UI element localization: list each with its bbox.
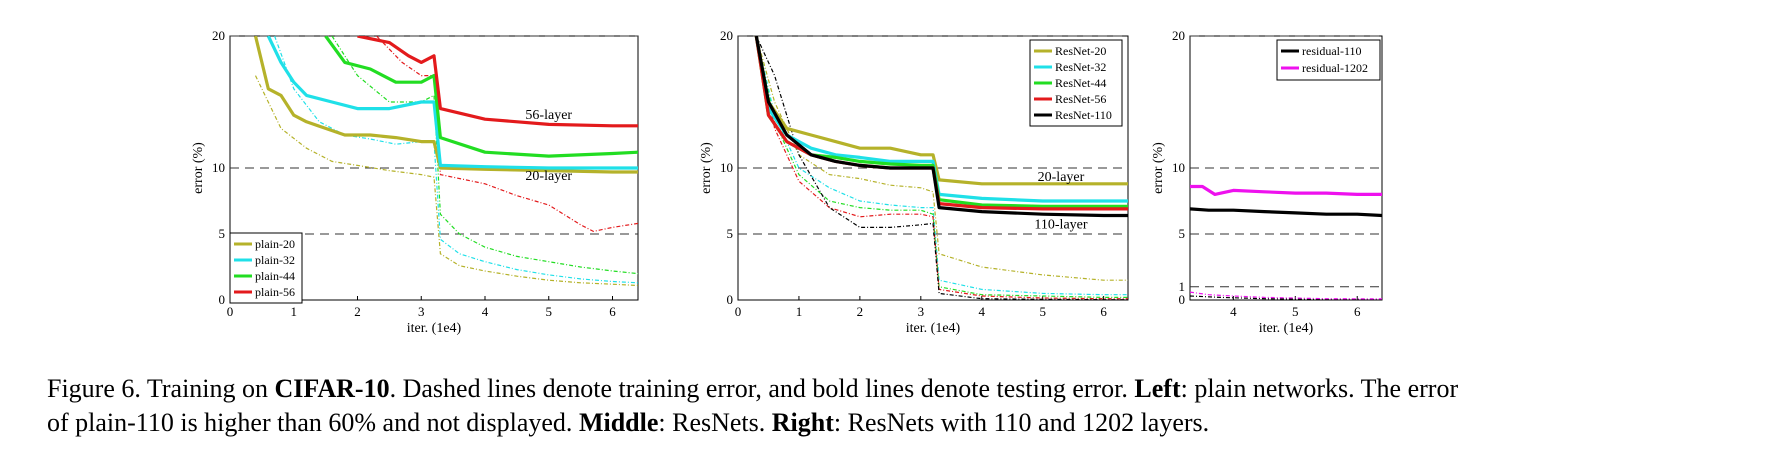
x-axis-label: iter. (1e4): [906, 321, 961, 336]
train-line-residual-1202: [1190, 291, 1382, 300]
test-line-residual-110: [1190, 207, 1382, 218]
y-tick-label: 0: [219, 292, 226, 307]
legend-label: ResNet-44: [1055, 76, 1106, 90]
chart-middle-resnet: 0 5 10 20 0 1 2 3 4 5 6 iter. (1e4) error (%) 20-laye…: [699, 28, 1129, 336]
x-tick-label: 5: [1292, 304, 1299, 319]
train-line-residual-110: [1190, 295, 1382, 300]
y-tick-label: 5: [727, 226, 734, 241]
y-tick-label: 0: [727, 292, 734, 307]
y-axis-label: error (%): [1151, 142, 1166, 194]
train-line-plain-44: [331, 36, 638, 275]
x-tick-label: 0: [227, 304, 234, 319]
caption-text: of plain-110 is higher than 60% and not …: [47, 408, 579, 437]
test-line-ResNet-110: [754, 36, 1128, 218]
y-tick-label: 5: [1179, 226, 1186, 241]
annotation-label: 110-layer: [1034, 218, 1087, 233]
train-line-plain-56: [376, 36, 638, 233]
train-line-ResNet-32: [755, 36, 1128, 296]
x-tick-label: 0: [735, 304, 742, 319]
caption-bold: Middle: [578, 408, 659, 437]
train-line-ResNet-56: [755, 36, 1128, 300]
x-tick-label: 1: [796, 304, 803, 319]
train-line-ResNet-44: [755, 36, 1128, 298]
legend-label: ResNet-56: [1055, 92, 1106, 106]
annotation-label: 20-layer: [525, 169, 572, 184]
x-tick-label: 2: [857, 304, 864, 319]
legend-label: plain-32: [255, 253, 295, 267]
chart-left-plain: 0 5 10 20 0 1 2 3 4 5 6 iter. (1e4) error (%) 56-laye…: [191, 28, 639, 336]
x-tick-label: 5: [546, 304, 553, 319]
legend-label: ResNet-20: [1055, 44, 1106, 58]
x-tick-label: 6: [1100, 304, 1107, 319]
legend-label: plain-44: [255, 269, 295, 283]
caption-text: : ResNets with 110 and 1202 layers.: [833, 408, 1210, 437]
x-tick-label: 3: [918, 304, 925, 319]
caption-text: . Dashed lines denote training error, an…: [389, 374, 1135, 403]
legend-label: ResNet-110: [1055, 108, 1112, 122]
train-line-plain-32: [274, 36, 638, 284]
y-tick-label: 20: [1172, 28, 1185, 43]
test-line-residual-1202: [1190, 184, 1382, 196]
caption-bold: CIFAR-10: [274, 374, 390, 403]
legend-label: plain-56: [255, 285, 295, 299]
annotation-label: 20-layer: [1038, 170, 1085, 185]
test-line-plain-44: [324, 36, 638, 158]
x-tick-label: 6: [1354, 304, 1361, 319]
test-line-ResNet-20: [754, 36, 1128, 186]
x-tick-label: 1: [291, 304, 298, 319]
x-tick-label: 4: [482, 304, 489, 319]
chart-right-residual: 01 5 10 20 4 5 6 iter. (1e4) error (%) residual-1…: [1151, 28, 1383, 336]
x-axis-label: iter. (1e4): [407, 321, 462, 336]
annotation-label: 56-layer: [525, 108, 572, 123]
y-tick-label: 20: [212, 28, 225, 43]
x-tick-label: 5: [1039, 304, 1046, 319]
x-tick-label: 6: [609, 304, 616, 319]
y-tick-label: 10: [1172, 160, 1185, 175]
y-tick-label: 1: [1179, 279, 1186, 294]
x-tick-label: 3: [418, 304, 425, 319]
caption-text: : ResNets.: [658, 408, 772, 437]
caption-text: Figure 6. Training on: [47, 374, 275, 403]
legend-box: [1276, 39, 1381, 81]
legend-label: plain-20: [255, 237, 295, 251]
x-tick-label: 2: [354, 304, 361, 319]
caption-text: : plain networks. The error: [1180, 374, 1459, 403]
test-line-plain-56: [357, 36, 638, 128]
figure-caption: Figure 6. Training on CIFAR-10. Dashed l…: [47, 372, 1747, 440]
x-tick-label: 4: [979, 304, 986, 319]
train-line-plain-20: [254, 75, 638, 287]
legend-label: ResNet-32: [1055, 60, 1106, 74]
y-tick-label: 5: [219, 226, 226, 241]
y-axis-label: error (%): [699, 142, 714, 194]
legend-label: residual-1202: [1302, 61, 1368, 75]
y-tick-label: 0: [1179, 292, 1186, 307]
x-axis-label: iter. (1e4): [1259, 321, 1314, 336]
caption-bold: Right: [771, 408, 834, 437]
caption-bold: Left: [1134, 374, 1181, 403]
x-tick-label: 4: [1230, 304, 1237, 319]
y-tick-label: 10: [212, 160, 225, 175]
test-line-plain-20: [253, 36, 638, 174]
y-axis-label: error (%): [191, 142, 206, 194]
y-tick-label: 20: [720, 28, 733, 43]
train-line-ResNet-110: [755, 36, 1128, 300]
test-line-plain-32: [266, 36, 638, 170]
y-tick-label: 10: [720, 160, 733, 175]
legend-label: residual-110: [1302, 44, 1362, 58]
